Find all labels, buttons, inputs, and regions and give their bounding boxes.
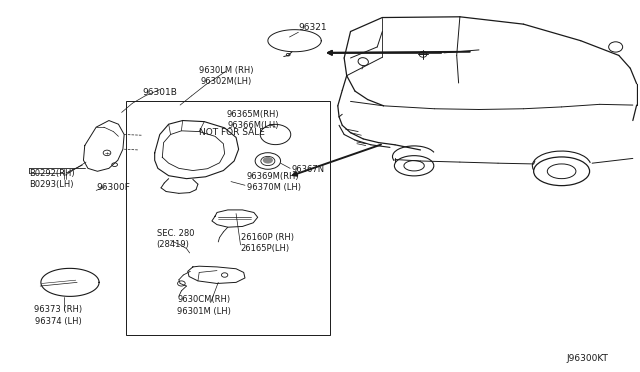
Text: 96373 (RH)
96374 (LH): 96373 (RH) 96374 (LH) <box>34 305 82 326</box>
Text: B0292(RH)
B0293(LH): B0292(RH) B0293(LH) <box>29 169 74 189</box>
Text: NOT FOR SALE: NOT FOR SALE <box>199 128 265 137</box>
Text: 96365M(RH)
96366M(LH): 96365M(RH) 96366M(LH) <box>227 110 280 130</box>
Text: 96301B: 96301B <box>142 88 177 97</box>
Text: 9630LM (RH)
96302M(LH): 9630LM (RH) 96302M(LH) <box>198 65 253 86</box>
Text: 96300F: 96300F <box>96 183 130 192</box>
Text: J96300KT: J96300KT <box>566 354 608 363</box>
Bar <box>126 102 330 335</box>
Text: 26160P (RH)
26165P(LH): 26160P (RH) 26165P(LH) <box>241 233 294 253</box>
Text: 9630CM(RH)
96301M (LH): 9630CM(RH) 96301M (LH) <box>177 295 231 315</box>
Ellipse shape <box>263 157 273 164</box>
Text: 96367N: 96367N <box>291 165 324 174</box>
Text: 96321: 96321 <box>298 23 326 32</box>
Text: 96369M(RH)
96370M (LH): 96369M(RH) 96370M (LH) <box>247 172 301 192</box>
Text: SEC. 280
(28419): SEC. 280 (28419) <box>157 229 194 249</box>
